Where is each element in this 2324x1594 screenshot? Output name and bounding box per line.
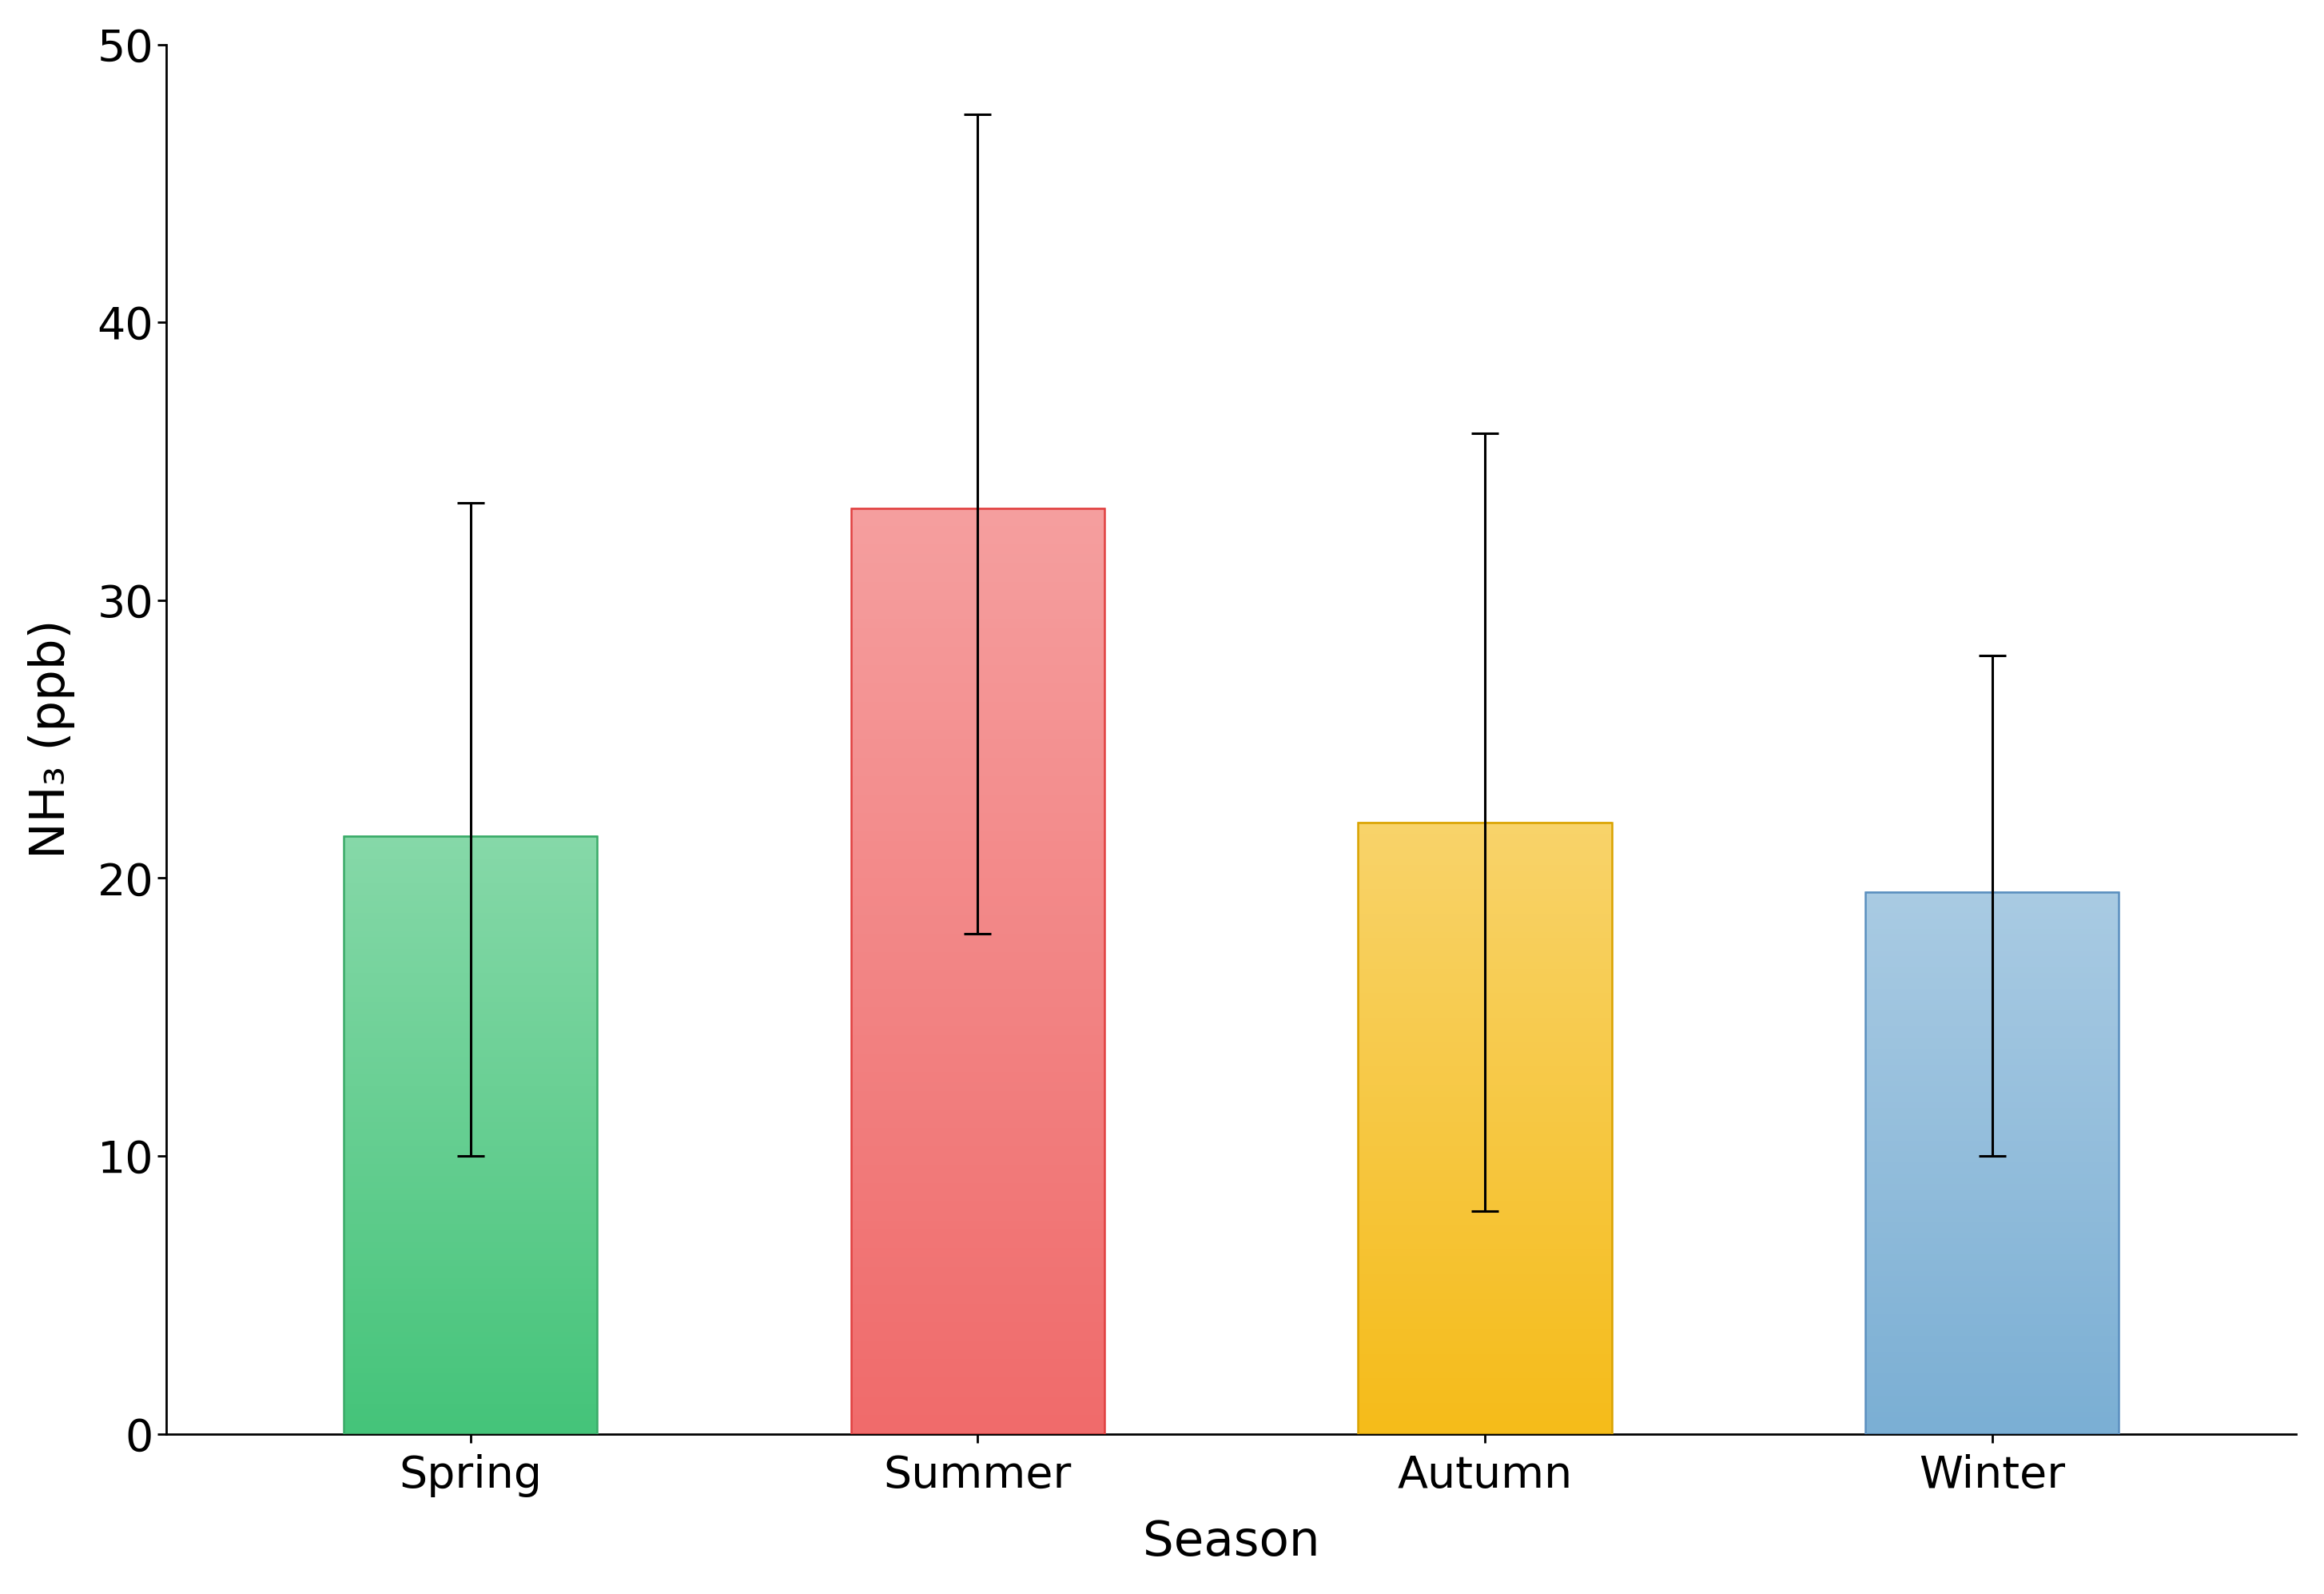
Bar xyxy=(1357,823,1611,1433)
X-axis label: Season: Season xyxy=(1143,1519,1320,1567)
Bar xyxy=(851,508,1104,1433)
Bar xyxy=(344,837,597,1433)
Y-axis label: NH₃ (ppb): NH₃ (ppb) xyxy=(28,620,74,859)
Bar xyxy=(1866,893,2119,1433)
